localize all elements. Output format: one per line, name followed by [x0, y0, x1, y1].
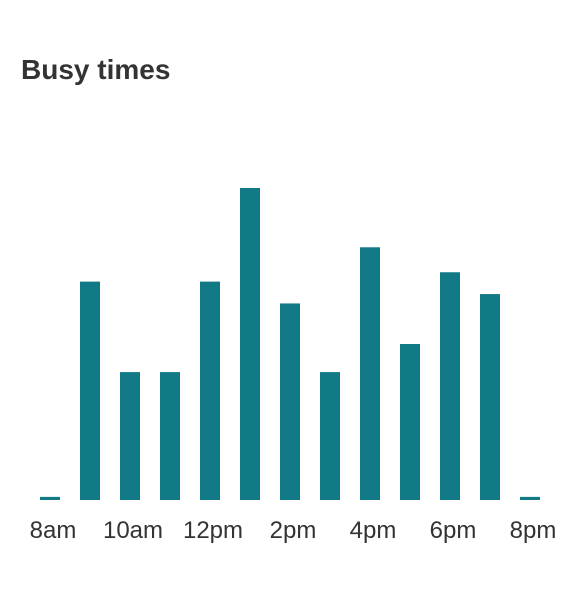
bar-1pm	[240, 188, 260, 500]
bar-12pm	[200, 281, 220, 500]
widget-title: Busy times	[21, 54, 171, 85]
bar-11am	[160, 372, 180, 500]
bar-2pm	[280, 303, 300, 500]
x-tick-label: 6pm	[430, 517, 477, 544]
x-tick-label: 12pm	[183, 517, 243, 544]
x-tick-label: 10am	[103, 517, 163, 544]
bar-8pm	[520, 496, 540, 500]
bar-7pm	[480, 294, 500, 500]
bar-6pm	[440, 272, 460, 500]
x-tick-label: 4pm	[350, 517, 397, 544]
x-axis-ticks: 8am 10am 12pm 2pm 4pm 6pm 8pm	[30, 517, 557, 544]
bar-8am	[40, 496, 60, 500]
bars-group	[40, 188, 540, 500]
bar-5pm	[400, 344, 420, 500]
x-tick-label: 8pm	[510, 517, 557, 544]
x-tick-label: 8am	[30, 517, 77, 544]
bar-9am	[80, 281, 100, 500]
bar-10am	[120, 372, 140, 500]
bar-4pm	[360, 247, 380, 500]
x-tick-label: 2pm	[270, 517, 317, 544]
bar-3pm	[320, 372, 340, 500]
